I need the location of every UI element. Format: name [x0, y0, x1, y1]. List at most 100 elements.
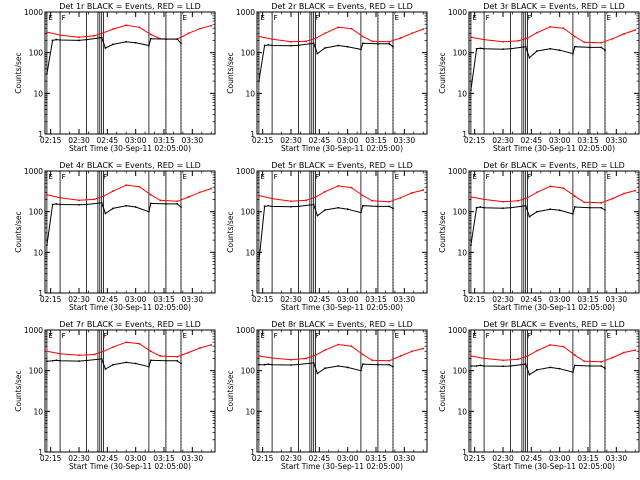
y-tick-label: 100: [453, 367, 468, 376]
y-tick-label: 10: [457, 407, 467, 416]
y-tick-label: 100: [453, 208, 468, 217]
events-point: [604, 209, 606, 211]
x-tick-label: 03:30: [394, 295, 416, 304]
events-point: [149, 202, 152, 205]
x-tick-label: 02:30: [280, 136, 302, 145]
plot-frame: [468, 329, 640, 453]
lld-point: [290, 40, 292, 43]
lld-point: [112, 190, 114, 193]
events-point: [290, 364, 292, 366]
events-point: [573, 45, 576, 48]
x-axis-label: Start Time (30-Sep-11 02:05:00): [493, 144, 615, 153]
lld-point: [600, 360, 603, 363]
plot-frame: [468, 170, 640, 294]
lld-point: [159, 355, 162, 357]
x-tick-label: 02:45: [309, 454, 331, 463]
events-point: [388, 205, 391, 208]
lld-point: [611, 356, 614, 359]
events-point: [45, 73, 48, 75]
y-tick-label: 1000: [236, 8, 255, 17]
lld-point: [622, 32, 625, 35]
lld-point: [573, 354, 576, 357]
attenuator-marker: F: [486, 173, 490, 181]
attenuator-marker: E: [183, 14, 187, 22]
events-point: [59, 39, 62, 41]
lld-point: [350, 186, 353, 189]
series-line-lld: [258, 343, 424, 362]
events-point: [475, 365, 478, 367]
x-tick-label: 02:45: [309, 136, 331, 145]
plot-frame: [44, 11, 216, 135]
panel-title: Det 5r BLACK = Events, RED = LLD: [271, 161, 413, 170]
events-point: [316, 372, 319, 375]
x-tick-label: 02:30: [68, 295, 90, 304]
lld-point: [361, 194, 364, 197]
events-point: [100, 201, 103, 204]
x-tick-label: 02:45: [521, 295, 543, 304]
events-point: [346, 45, 349, 48]
events-point: [359, 211, 362, 214]
events-point: [483, 47, 486, 50]
events-point: [475, 47, 478, 50]
y-tick-label: 100: [241, 49, 256, 58]
x-tick-label: 03:15: [365, 295, 387, 304]
x-tick-label: 03:00: [337, 295, 359, 304]
attenuator-marker: E: [260, 173, 264, 181]
x-tick-label: 03:30: [606, 295, 628, 304]
x-tick-label: 03:00: [549, 295, 571, 304]
events-point: [176, 203, 179, 205]
events-point: [376, 205, 379, 208]
detector-panel: Det 7r BLACK = Events, RED = LLD 1 10 100 10…: [14, 320, 216, 471]
lld-point: [93, 198, 96, 201]
events-point: [337, 365, 340, 367]
events-point: [164, 203, 167, 205]
series-line-lld: [46, 341, 212, 358]
attenuator-marker: E: [472, 14, 476, 22]
events-point: [100, 357, 103, 360]
events-point: [549, 366, 552, 369]
attenuator-marker: F: [527, 332, 531, 340]
lld-point: [549, 185, 552, 188]
y-tick-label: 10: [33, 248, 43, 257]
x-tick-label: 02:15: [464, 295, 486, 304]
lld-point: [290, 358, 292, 361]
x-tick-label: 02:15: [40, 136, 62, 145]
plot-frame: [256, 170, 428, 294]
lld-point: [517, 39, 520, 42]
events-point: [479, 206, 482, 208]
attenuator-marker: E: [607, 173, 611, 181]
lld-point: [517, 199, 520, 202]
events-point: [337, 206, 340, 209]
attenuator-marker: E: [48, 332, 52, 340]
x-tick-label: 03:30: [182, 295, 204, 304]
lld-point: [337, 343, 340, 346]
events-point: [469, 89, 472, 92]
lld-point: [583, 360, 586, 363]
events-point: [558, 209, 561, 212]
events-point: [573, 364, 576, 367]
attenuator-marker: E: [472, 173, 476, 181]
lld-point: [562, 27, 565, 30]
lld-point: [469, 196, 472, 198]
lld-point: [371, 199, 374, 202]
lld-point: [361, 35, 364, 38]
y-axis-label: Counts/sec: [226, 211, 235, 252]
x-axis-label: Start Time (30-Sep-11 02:05:00): [493, 303, 615, 312]
y-tick-label: 100: [29, 367, 44, 376]
events-point: [125, 361, 128, 364]
lld-point: [78, 36, 80, 39]
events-point: [588, 46, 591, 49]
events-point: [267, 44, 270, 46]
y-tick-label: 10: [245, 407, 255, 416]
events-point: [59, 203, 62, 206]
lld-point: [271, 38, 274, 41]
lld-point: [93, 34, 96, 37]
lld-point: [350, 345, 353, 348]
y-tick-label: 10: [245, 89, 255, 98]
events-point: [164, 38, 167, 41]
events-point: [263, 44, 266, 47]
events-point: [392, 365, 394, 368]
y-tick-label: 100: [241, 367, 256, 376]
y-tick-label: 1000: [448, 326, 467, 335]
